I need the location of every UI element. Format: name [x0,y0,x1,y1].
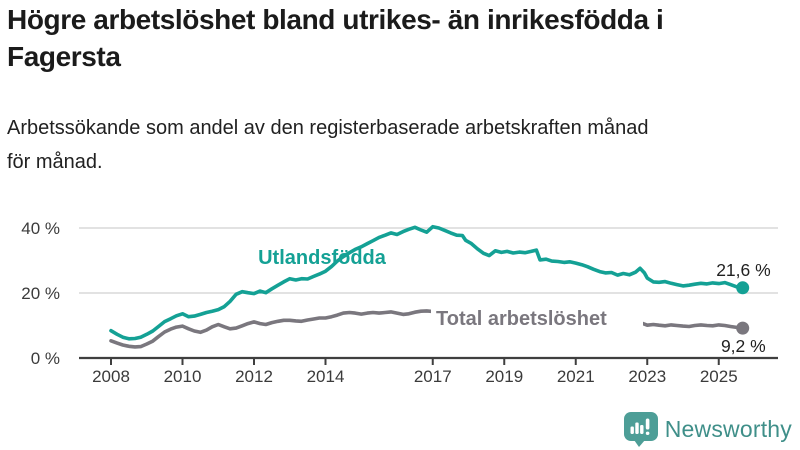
chart-subtitle: Arbetssökande som andel av den registerb… [7,117,649,173]
series-label: Utlandsfödda [258,247,387,269]
series-line-utlandsf-dda [109,224,745,341]
bar-chart-speech-bubble-icon [623,412,658,447]
y-axis-tick-label: 20 % [21,284,60,303]
series-end-dot [736,281,750,295]
series-line-total-arbetsl-shet [109,309,745,349]
series-end-value-label: 21,6 % [716,260,770,280]
x-axis-tick-label: 2010 [164,367,202,386]
x-axis-tick-label: 2008 [92,367,130,386]
newsworthy-logo: Newsworthy [623,412,792,447]
x-axis-tick-label: 2017 [414,367,452,386]
series-end-value-label: 9,2 % [721,336,766,356]
x-axis-tick-label: 2023 [628,367,666,386]
x-axis-tick-label: 2014 [307,367,345,386]
series-label: Total arbetslöshet [436,308,607,330]
x-axis-tick-label: 2012 [235,367,273,386]
page-title: Högre arbetslöshet bland utrikes- än inr… [7,4,664,72]
x-axis-tick-label: 2021 [557,367,595,386]
x-axis-tick-label: 2019 [485,367,523,386]
series-end-dot [736,321,750,335]
brand-name: Newsworthy [664,416,792,442]
y-axis-tick-label: 40 % [21,219,60,238]
y-axis-tick-label: 0 % [31,349,60,368]
x-axis-tick-label: 2025 [700,367,738,386]
series-label-background [431,305,643,329]
